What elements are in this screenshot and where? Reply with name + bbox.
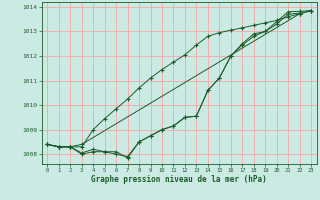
- X-axis label: Graphe pression niveau de la mer (hPa): Graphe pression niveau de la mer (hPa): [91, 175, 267, 184]
